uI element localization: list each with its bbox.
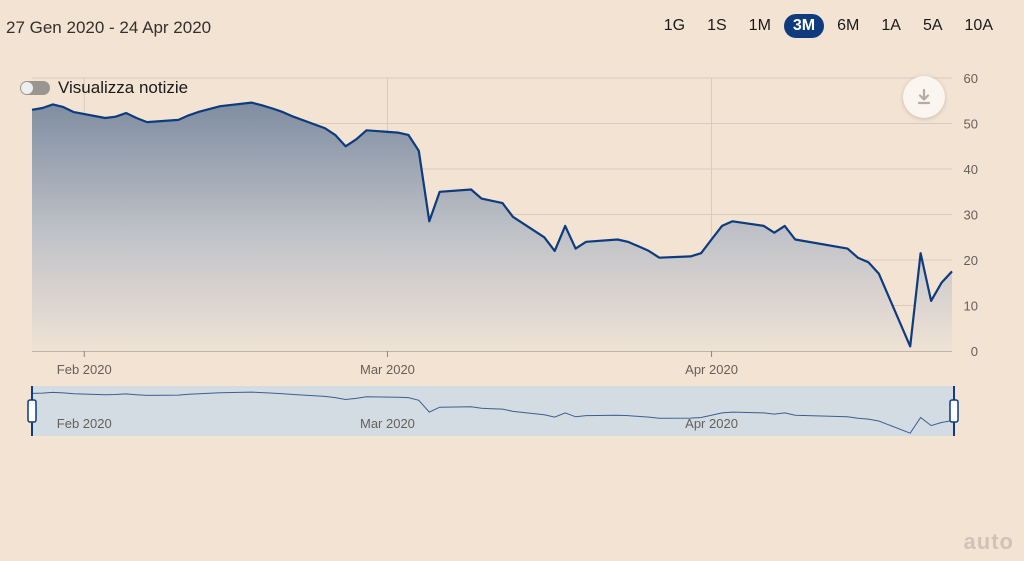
y-tick-label: 60 <box>964 71 978 86</box>
range-selector: 1G 1S 1M 3M 6M 1A 5A 10A <box>651 14 1002 38</box>
y-tick-label: 30 <box>964 208 978 223</box>
range-1g-button[interactable]: 1G <box>663 17 686 34</box>
range-1s-button[interactable]: 1S <box>707 17 727 34</box>
y-tick-label: 40 <box>964 162 978 177</box>
range-3m-button[interactable]: 3M <box>783 14 825 38</box>
navigator-background <box>32 386 954 436</box>
range-1a-button[interactable]: 1A <box>881 17 901 34</box>
price-line <box>31 101 953 348</box>
navigator-handle-right[interactable] <box>949 386 959 436</box>
price-area <box>32 102 952 351</box>
news-toggle-label: Visualizza notizie <box>58 78 189 97</box>
watermark-logo: auto <box>963 529 1014 554</box>
range-1m-button[interactable]: 1M <box>748 17 771 34</box>
navigator-x-tick-label: Feb 2020 <box>57 416 112 431</box>
date-range: 27 Gen 2020 - 24 Apr 2020 <box>6 18 212 37</box>
range-5a-button[interactable]: 5A <box>922 17 943 34</box>
toggle-switch[interactable] <box>20 81 50 95</box>
y-tick-label: 50 <box>964 117 978 132</box>
y-tick-label: 20 <box>964 253 978 268</box>
x-tick-label: Apr 2020 <box>685 362 738 377</box>
news-toggle[interactable]: Visualizza notizie <box>20 78 188 98</box>
y-tick-label: 0 <box>971 344 978 359</box>
range-10a-button[interactable]: 10A <box>964 17 993 34</box>
download-button[interactable] <box>903 76 945 118</box>
x-tick-label: Feb 2020 <box>57 362 112 377</box>
navigator-handle-left[interactable] <box>27 386 37 436</box>
x-tick-label: Mar 2020 <box>360 362 415 377</box>
download-icon <box>917 88 931 105</box>
y-tick-label: 10 <box>964 299 978 314</box>
navigator-x-tick-label: Mar 2020 <box>360 416 415 431</box>
range-6m-button[interactable]: 6M <box>837 17 860 34</box>
navigator-line <box>31 391 953 434</box>
navigator-x-tick-label: Apr 2020 <box>685 416 738 431</box>
